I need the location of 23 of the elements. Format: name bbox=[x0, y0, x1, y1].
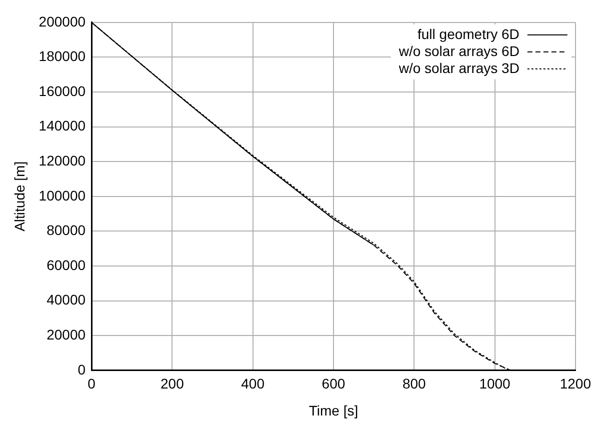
y-tick-label: 100000 bbox=[38, 187, 86, 204]
legend-label: w/o solar arrays 6D bbox=[398, 42, 520, 59]
y-tick-label: 40000 bbox=[46, 292, 86, 308]
y-tick-label: 60000 bbox=[46, 256, 86, 273]
y-tick-label: 120000 bbox=[38, 152, 86, 168]
x-tick-label: 200 bbox=[160, 376, 184, 392]
x-tick-label: 1000 bbox=[479, 376, 511, 392]
legend-label: full geometry 6D bbox=[417, 26, 520, 42]
legend-label: w/o solar arrays 3D bbox=[398, 60, 520, 76]
y-tick-label: 200000 bbox=[38, 13, 86, 30]
x-tick-label: 800 bbox=[402, 376, 426, 392]
x-tick-label: 600 bbox=[322, 376, 346, 392]
y-tick-label: 20000 bbox=[46, 326, 86, 342]
x-axis-title: Time [s] bbox=[308, 402, 358, 418]
x-tick-label: 0 bbox=[88, 376, 96, 392]
y-axis-title: Altitude [m] bbox=[11, 161, 28, 232]
y-tick-label: 180000 bbox=[38, 48, 86, 64]
y-tick-label: 80000 bbox=[46, 222, 86, 238]
x-tick-label: 400 bbox=[241, 376, 265, 392]
x-tick-label: 1200 bbox=[560, 376, 592, 392]
y-tick-label: 160000 bbox=[38, 82, 86, 99]
y-tick-label: 0 bbox=[78, 361, 86, 378]
y-tick-label: 140000 bbox=[38, 118, 86, 134]
